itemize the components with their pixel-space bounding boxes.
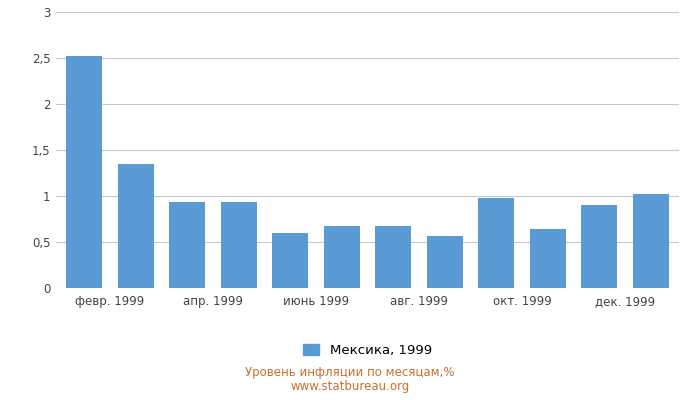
Text: Уровень инфляции по месяцам,%: Уровень инфляции по месяцам,%: [245, 366, 455, 379]
Text: www.statbureau.org: www.statbureau.org: [290, 380, 410, 393]
Bar: [375, 226, 412, 288]
Bar: [478, 198, 514, 288]
Bar: [633, 194, 668, 288]
Bar: [220, 202, 257, 288]
Bar: [581, 205, 617, 288]
Bar: [272, 233, 308, 288]
Bar: [66, 56, 102, 288]
Bar: [169, 202, 205, 288]
Bar: [323, 226, 360, 288]
Bar: [427, 236, 463, 288]
Bar: [530, 229, 566, 288]
Bar: [118, 164, 154, 288]
Legend: Мексика, 1999: Мексика, 1999: [303, 344, 432, 357]
